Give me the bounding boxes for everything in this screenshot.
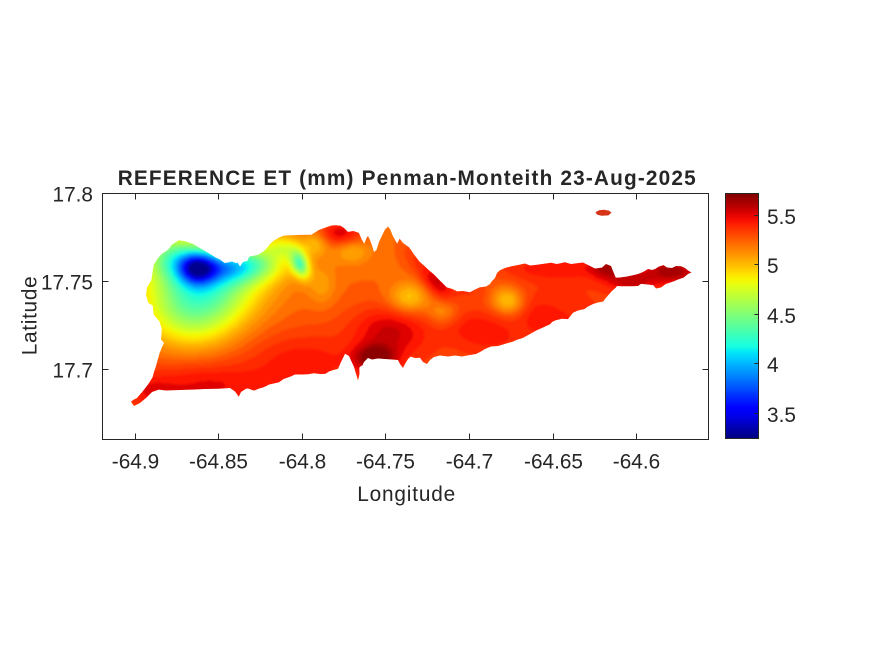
svg-text:17.8: 17.8: [53, 184, 93, 207]
svg-text:-64.85: -64.85: [189, 451, 248, 474]
svg-text:-64.65: -64.65: [524, 451, 583, 474]
svg-text:Latitude: Latitude: [19, 276, 42, 355]
svg-text:17.7: 17.7: [53, 360, 93, 383]
svg-text:5.5: 5.5: [767, 206, 796, 229]
svg-text:17.75: 17.75: [41, 272, 93, 295]
svg-text:-64.9: -64.9: [112, 451, 159, 474]
svg-text:4: 4: [767, 354, 779, 377]
svg-text:Longitude: Longitude: [357, 483, 455, 506]
svg-text:-64.75: -64.75: [356, 451, 415, 474]
svg-text:-64.7: -64.7: [446, 451, 493, 474]
svg-text:-64.8: -64.8: [279, 451, 326, 474]
svg-text:5: 5: [767, 255, 779, 278]
svg-text:3.5: 3.5: [767, 404, 796, 427]
svg-text:-64.6: -64.6: [613, 451, 660, 474]
svg-text:4.5: 4.5: [767, 305, 796, 328]
